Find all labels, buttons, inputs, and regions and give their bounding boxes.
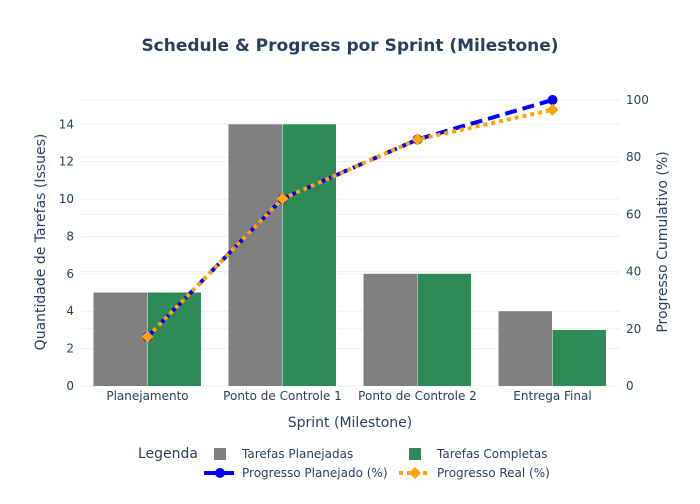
y-tick-label: 14: [59, 117, 74, 131]
y-tick-label: 2: [66, 342, 74, 356]
y-tick-label: 8: [66, 229, 74, 243]
legend-marker: [409, 467, 421, 479]
bar: [147, 292, 201, 386]
data-point: [547, 95, 558, 105]
bar: [552, 329, 606, 386]
data-point: [411, 133, 424, 146]
x-tick-label: Ponto de Controle 1: [223, 389, 342, 403]
x-axis-label: Sprint (Milestone): [288, 415, 412, 431]
chart-title: Schedule & Progress por Sprint (Mileston…: [141, 36, 558, 56]
data-point: [276, 192, 289, 205]
legend-title: Legenda: [138, 446, 198, 462]
y-tick-label: 0: [66, 379, 74, 393]
x-tick-label: Entrega Final: [513, 389, 591, 403]
y2-tick-label: 20: [626, 322, 641, 336]
bar: [417, 273, 471, 386]
bar: [93, 292, 147, 386]
bar: [363, 273, 417, 386]
y-tick-label: 10: [59, 192, 74, 206]
y-axis-label: Quantidade de Tarefas (Issues): [33, 134, 49, 351]
legend-label: Tarefas Completas: [436, 447, 547, 461]
x-tick-label: Ponto de Controle 2: [358, 389, 477, 403]
bar: [498, 311, 552, 386]
y-tick-label: 4: [66, 304, 74, 318]
y2-tick-label: 80: [626, 150, 641, 164]
legend: Legenda Tarefas Planejadas Tarefas Comple…: [138, 446, 550, 480]
gridlines: [80, 99, 620, 387]
x-axis-ticks: Planejamento Ponto de Controle 1 Ponto de …: [106, 389, 591, 403]
bars: [93, 124, 606, 386]
y-tick-label: 12: [59, 155, 74, 169]
legend-swatch: [409, 448, 421, 460]
data-point: [141, 330, 154, 343]
data-point: [546, 103, 559, 116]
y2-tick-label: 60: [626, 207, 641, 221]
y-axis-ticks: 0 2 4 6 8 10 12 14: [59, 117, 74, 393]
legend-label: Progresso Real (%): [437, 466, 550, 480]
y2-axis-label: Progresso Cumulativo (%): [655, 151, 671, 332]
legend-marker: [215, 468, 225, 478]
series-line: [146, 107, 553, 339]
legend-swatch: [214, 448, 226, 460]
lines: [141, 95, 559, 343]
y2-tick-label: 0: [626, 379, 634, 393]
y2-axis-ticks: 0 20 40 60 80 100: [626, 93, 649, 393]
legend-label: Progresso Planejado (%): [242, 466, 388, 480]
y2-tick-label: 100: [626, 93, 649, 107]
y-tick-label: 6: [66, 267, 74, 281]
legend-label: Tarefas Planejadas: [241, 447, 353, 461]
bar: [228, 124, 282, 386]
x-tick-label: Planejamento: [106, 389, 188, 403]
series-line: [146, 98, 554, 339]
y2-tick-label: 40: [626, 265, 641, 279]
bar: [282, 124, 336, 386]
